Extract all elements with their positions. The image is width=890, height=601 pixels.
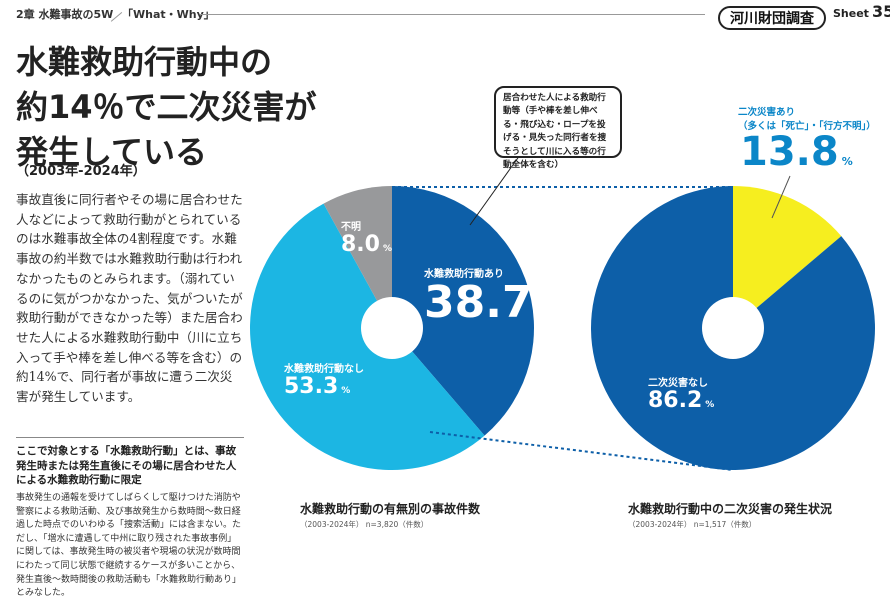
section-label: 「What・Why」 bbox=[122, 8, 215, 21]
note-body: 事故発生の通報を受けてしばらくして駆けつけた消防や警察による救助活動、及び事故発… bbox=[16, 493, 242, 599]
source-badge: 河川財団調査 bbox=[718, 6, 826, 30]
note-heading: ここで対象とする「水難救助行動」とは、事故発生時または発生直後にその場に居合わせ… bbox=[16, 445, 237, 486]
chapter-label: 2章 水難事故の5W bbox=[16, 8, 114, 21]
slice-value: 38.7 bbox=[424, 277, 533, 328]
divider bbox=[16, 437, 244, 438]
slice-value: 8.0 bbox=[341, 232, 380, 257]
slice-value: 86.2 bbox=[648, 388, 703, 413]
chart2-title: 水難救助行動中の二次災害の発生状況 bbox=[628, 502, 833, 516]
connector-bottom bbox=[429, 431, 734, 471]
annotation-leader bbox=[771, 175, 791, 219]
slice-unit: % bbox=[341, 386, 351, 396]
callout-box: 居合わせた人による救助行動等（手や棒を差し伸べる・飛び込む・ロープを投げる・見失… bbox=[494, 86, 622, 170]
sheet-num: 35 bbox=[871, 2, 890, 21]
sheet-number: Sheet 35 bbox=[833, 2, 890, 21]
slice-unit: % bbox=[382, 244, 393, 254]
slice-name: 水難救助行動なし bbox=[284, 364, 364, 375]
slice-label-rescue-no: 水難救助行動なし 53.3% bbox=[284, 360, 364, 399]
slice-name: 不明 bbox=[341, 222, 361, 233]
pie-slice bbox=[392, 186, 534, 436]
period-label: （2003年-2024年） bbox=[16, 164, 146, 179]
annotation-secondary-yes: 二次災害あり （多くは「死亡」・「行方不明」） bbox=[738, 106, 876, 134]
slice-unit: % bbox=[535, 307, 547, 320]
slice-unit: % bbox=[705, 400, 715, 410]
chart2-subtitle: （2003-2024年） n=1,517（件数） bbox=[628, 520, 757, 529]
pie-center-hole bbox=[361, 297, 423, 359]
slice-label-rescue-yes: 水難救助行動あり 38.7% bbox=[424, 265, 547, 326]
chart1-subtitle: （2003-2024年） n=3,820（件数） bbox=[300, 520, 429, 529]
body-text: 事故直後に同行者やその場に居合わせた人などによって救助行動がとられているのは水難… bbox=[16, 192, 243, 405]
header-rule bbox=[200, 14, 705, 15]
title-line: 約14％で二次災害が bbox=[16, 88, 317, 126]
callout-leader bbox=[469, 154, 521, 226]
page-title: 水難救助行動中の 約14％で二次災害が 発生している bbox=[16, 40, 336, 175]
title-line: 水難救助行動中の bbox=[16, 43, 273, 81]
pie-slice bbox=[323, 186, 392, 328]
pie-chart-secondary-disaster bbox=[590, 186, 875, 471]
slice-value: 53.3 bbox=[284, 374, 339, 399]
slice-name: 二次災害あり bbox=[738, 107, 796, 118]
pie-chart-rescue-action bbox=[249, 186, 534, 471]
title-line: 発生している bbox=[16, 133, 208, 171]
slice-name: 水難救助行動あり bbox=[424, 269, 504, 280]
pie-slice bbox=[733, 186, 842, 328]
pie-center-hole bbox=[702, 297, 764, 359]
slice-value: 13.8 bbox=[740, 129, 839, 175]
slice-unit: % bbox=[841, 155, 853, 168]
chart1-title: 水難救助行動の有無別の事故件数 bbox=[300, 502, 481, 516]
annotation-secondary-yes-value: 13.8% bbox=[740, 130, 853, 184]
sheet-label: Sheet bbox=[833, 7, 869, 20]
slice-note: （多くは「死亡」・「行方不明」） bbox=[738, 121, 876, 132]
slice-name: 二次災害なし bbox=[648, 378, 708, 389]
slice-label-unknown: 不明 8.0% bbox=[341, 218, 392, 257]
slice-label-secondary-no: 二次災害なし 86.2% bbox=[648, 374, 714, 413]
